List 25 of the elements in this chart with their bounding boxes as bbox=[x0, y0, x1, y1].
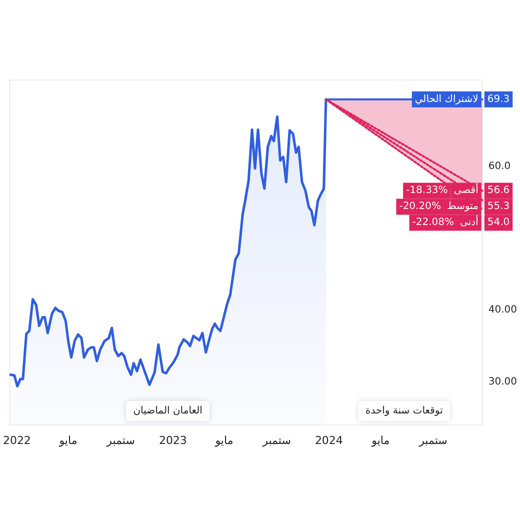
annotation: -22.08% bbox=[412, 217, 454, 228]
legend-label: متوسط bbox=[446, 201, 478, 212]
annotation: -20.20% bbox=[399, 201, 441, 212]
x-tick-label: ستمبر bbox=[262, 434, 291, 447]
annotation: -18.33% bbox=[406, 185, 448, 196]
x-tick-label: 2024 bbox=[314, 434, 343, 447]
x-tick-label: مايو bbox=[214, 434, 234, 447]
annotation: توقعات سنة واحدة bbox=[365, 406, 444, 416]
x-tick-label: 2022 bbox=[2, 434, 31, 447]
data-label: 56.6 bbox=[487, 185, 510, 196]
data-label: 69.3 bbox=[487, 94, 510, 105]
y-tick-label: 30.00 bbox=[488, 376, 518, 388]
y-tick-label: 40.00 bbox=[488, 304, 518, 316]
annotation: العامان الماضيان bbox=[133, 406, 202, 416]
legend-label: لاشتراك الحالي bbox=[414, 94, 478, 105]
x-tick-label: 2023 bbox=[158, 434, 187, 447]
x-tick-label: ستمبر bbox=[418, 434, 448, 447]
legend-label: أدنى bbox=[460, 215, 479, 228]
x-tick-label: ستمبر bbox=[106, 434, 135, 447]
x-tick-label: مايو bbox=[58, 434, 78, 447]
data-label: 54.0 bbox=[487, 217, 510, 228]
y-tick-label: 60.0 bbox=[488, 160, 511, 172]
x-tick-label: مايو bbox=[370, 434, 390, 447]
legend-label: أقصى bbox=[454, 183, 479, 196]
data-label: 55.3 bbox=[487, 201, 510, 212]
